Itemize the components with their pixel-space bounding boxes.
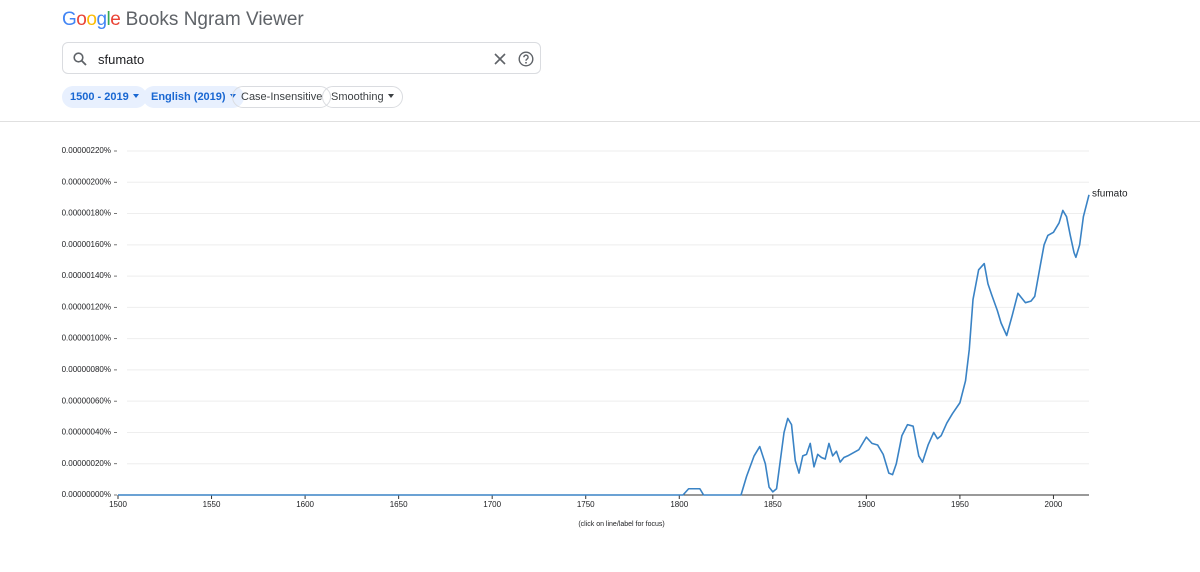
logo: Google Books Ngram Viewer bbox=[62, 9, 304, 31]
y-tick-label: 0.00000200% bbox=[62, 177, 111, 186]
axis-note: (click on line/label for focus) bbox=[578, 521, 664, 528]
x-tick-label: 1900 bbox=[857, 500, 875, 509]
y-tick-label: 0.00000100% bbox=[62, 334, 111, 343]
x-tick-label: 1750 bbox=[577, 500, 595, 509]
chip-label: English (2019) bbox=[151, 91, 226, 103]
case-chip[interactable]: Case-Insensitive bbox=[232, 86, 332, 108]
x-tick-label: 1700 bbox=[483, 500, 501, 509]
clear-button[interactable] bbox=[494, 53, 506, 65]
series-line bbox=[118, 194, 1090, 496]
y-tick-label: 0.00000040% bbox=[62, 428, 111, 437]
x-tick-label: 2000 bbox=[1045, 500, 1063, 509]
series-label[interactable]: sfumato bbox=[1092, 188, 1128, 199]
smoothing-chip[interactable]: Smoothing bbox=[322, 86, 403, 108]
y-tick-label: 0.00000180% bbox=[62, 209, 111, 218]
y-tick-label: 0.00000220% bbox=[62, 146, 111, 155]
chip-label: 1500 - 2019 bbox=[70, 91, 129, 103]
y-tick-label: 0.00000020% bbox=[62, 459, 111, 468]
x-tick-label: 1800 bbox=[670, 500, 688, 509]
x-tick-label: 1850 bbox=[764, 500, 782, 509]
y-tick-label: 0.00000060% bbox=[62, 396, 111, 405]
search-icon bbox=[73, 52, 87, 66]
y-tick-label: 0.00000160% bbox=[62, 240, 111, 249]
app-name: Books Ngram Viewer bbox=[125, 9, 304, 30]
help-button[interactable] bbox=[518, 51, 534, 67]
chip-label: Case-Insensitive bbox=[241, 91, 323, 103]
y-tick-label: 0.00000140% bbox=[62, 271, 111, 280]
x-tick-label: 1650 bbox=[390, 500, 408, 509]
search-query[interactable]: sfumato bbox=[98, 52, 145, 67]
y-tick-label: 0.00000000% bbox=[62, 490, 111, 499]
divider bbox=[0, 121, 1200, 122]
search-box[interactable]: sfumato bbox=[62, 42, 541, 74]
x-tick-label: 1950 bbox=[951, 500, 969, 509]
x-tick-label: 1550 bbox=[203, 500, 221, 509]
date-range-chip[interactable]: 1500 - 2019 bbox=[62, 86, 147, 108]
x-tick-label: 1500 bbox=[109, 500, 127, 509]
y-tick-label: 0.00000120% bbox=[62, 302, 111, 311]
corpus-chip[interactable]: English (2019) bbox=[143, 86, 244, 108]
logo-word: Google bbox=[62, 9, 121, 30]
chip-label: Smoothing bbox=[331, 91, 384, 103]
x-tick-label: 1600 bbox=[296, 500, 314, 509]
y-tick-label: 0.00000080% bbox=[62, 365, 111, 374]
